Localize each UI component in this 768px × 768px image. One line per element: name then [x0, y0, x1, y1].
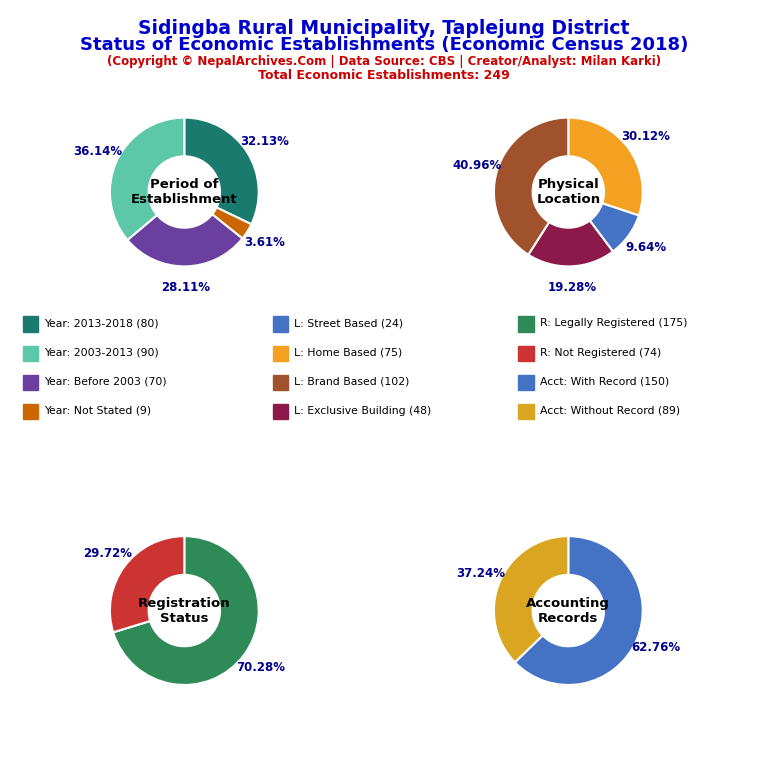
Text: Acct: With Record (150): Acct: With Record (150) [540, 376, 669, 387]
Text: L: Home Based (75): L: Home Based (75) [294, 347, 402, 358]
Text: 70.28%: 70.28% [237, 660, 286, 674]
Wedge shape [110, 118, 184, 240]
Text: Total Economic Establishments: 249: Total Economic Establishments: 249 [258, 69, 510, 82]
Text: 19.28%: 19.28% [548, 280, 597, 293]
Text: (Copyright © NepalArchives.Com | Data Source: CBS | Creator/Analyst: Milan Karki: (Copyright © NepalArchives.Com | Data So… [107, 55, 661, 68]
Text: 62.76%: 62.76% [631, 641, 680, 654]
Text: L: Street Based (24): L: Street Based (24) [294, 318, 403, 329]
Text: 32.13%: 32.13% [240, 135, 290, 147]
Wedge shape [113, 536, 259, 685]
Text: Acct: Without Record (89): Acct: Without Record (89) [540, 406, 680, 416]
Text: Year: 2003-2013 (90): Year: 2003-2013 (90) [45, 347, 159, 358]
Text: R: Legally Registered (175): R: Legally Registered (175) [540, 318, 687, 329]
Wedge shape [528, 220, 613, 266]
Text: Year: 2013-2018 (80): Year: 2013-2018 (80) [45, 318, 159, 329]
Text: 3.61%: 3.61% [244, 237, 286, 250]
Text: 36.14%: 36.14% [74, 145, 123, 158]
Wedge shape [110, 536, 184, 632]
Text: Registration
Status: Registration Status [138, 597, 230, 624]
Wedge shape [184, 118, 259, 224]
Text: 40.96%: 40.96% [452, 159, 502, 172]
Text: 9.64%: 9.64% [625, 241, 666, 254]
Text: L: Brand Based (102): L: Brand Based (102) [294, 376, 409, 387]
Text: 37.24%: 37.24% [456, 567, 505, 580]
Text: Physical
Location: Physical Location [536, 178, 601, 206]
Wedge shape [590, 204, 639, 252]
Wedge shape [568, 118, 643, 216]
Text: R: Not Registered (74): R: Not Registered (74) [540, 347, 661, 358]
Text: Status of Economic Establishments (Economic Census 2018): Status of Economic Establishments (Econo… [80, 36, 688, 54]
Text: Period of
Establishment: Period of Establishment [131, 178, 237, 206]
Text: 30.12%: 30.12% [621, 130, 670, 143]
Wedge shape [127, 214, 243, 266]
Text: Year: Not Stated (9): Year: Not Stated (9) [45, 406, 151, 416]
Text: 29.72%: 29.72% [83, 548, 132, 561]
Wedge shape [515, 536, 643, 685]
Wedge shape [212, 207, 251, 239]
Text: Sidingba Rural Municipality, Taplejung District: Sidingba Rural Municipality, Taplejung D… [138, 19, 630, 38]
Wedge shape [494, 536, 568, 662]
Text: 28.11%: 28.11% [161, 281, 210, 293]
Wedge shape [494, 118, 568, 255]
Text: Accounting
Records: Accounting Records [526, 597, 611, 624]
Text: L: Exclusive Building (48): L: Exclusive Building (48) [294, 406, 432, 416]
Text: Year: Before 2003 (70): Year: Before 2003 (70) [45, 376, 167, 387]
